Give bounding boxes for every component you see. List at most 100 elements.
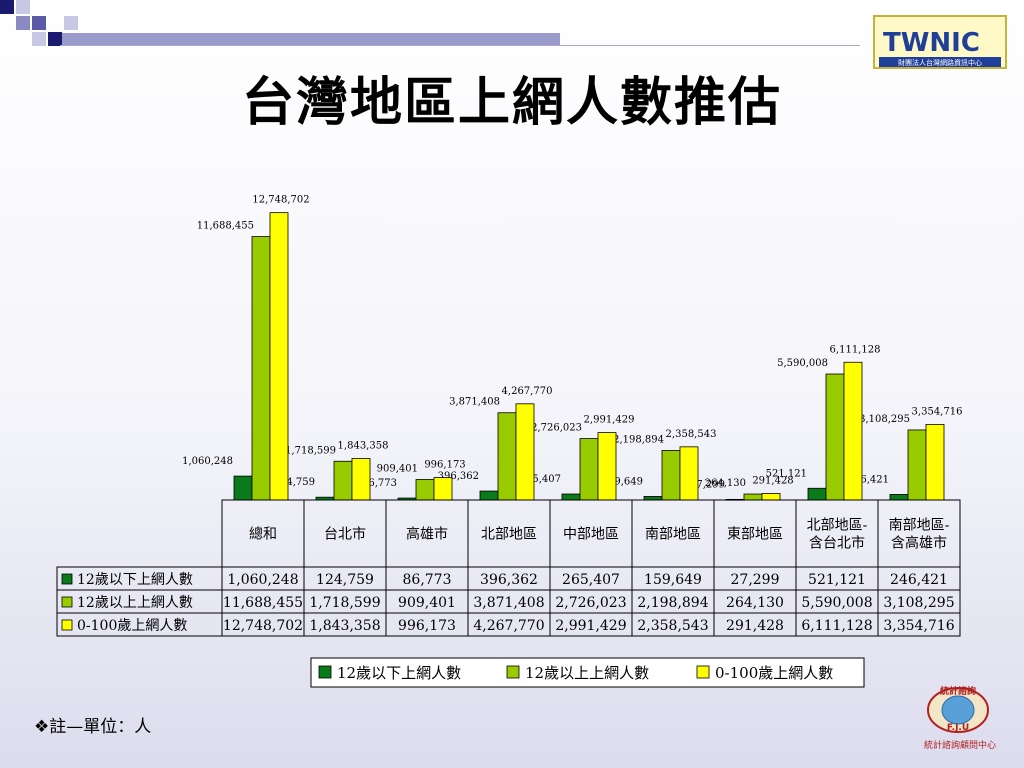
table-cell: 246,421 [890,572,948,588]
bar [843,361,863,501]
legend-swatch [318,665,332,679]
data-label: 909,401 [377,464,418,475]
data-label: 1,060,248 [182,456,233,467]
table-cell: 1,060,248 [227,572,298,588]
data-label: 11,688,455 [197,221,254,232]
data-label: 3,354,716 [912,406,963,417]
table-cell: 265,407 [562,572,620,588]
page-title: 台灣地區上網人數推估 [241,72,782,133]
twnic-logo-text: TWNIC [883,28,980,58]
data-label: 291,428 [752,475,793,486]
bar [597,432,617,501]
fju-logo: 統計諮詢 F.J.U 統計諮詢顧問中心 [924,685,996,751]
table-cell: 2,991,429 [555,618,626,634]
svg-text:統計諮詢: 統計諮詢 [940,685,976,697]
twnic-logo: TWNIC 財團法人台灣網路資訊中心 [873,15,1007,69]
data-label: 27,299 [690,479,725,490]
table-cell: 291,428 [726,618,784,634]
category-label: 中部地區 [563,527,619,543]
table-cell: 1,718,599 [309,595,380,611]
table-cell: 12,748,702 [223,618,303,634]
data-label: 246,421 [848,474,889,485]
bar [889,494,909,501]
legend-swatch [696,665,710,679]
data-label: 3,871,408 [449,397,500,408]
data-label: 4,267,770 [502,386,553,397]
table-series-name: 12歲以下上網人數 [77,572,193,588]
data-label: 12,748,702 [252,195,309,206]
table-series-swatch [61,619,73,631]
table-cell: 159,649 [644,572,702,588]
category-label: 東部地區 [727,527,783,543]
bar [761,493,781,501]
legend-swatch [506,665,520,679]
category-label: 台北市 [324,526,366,543]
table-cell: 2,198,894 [637,595,708,611]
legend-label: 12歲以上上網人數 [525,664,649,682]
category-label: 北部地區 [481,527,537,543]
category-label: 含高雄市 [891,535,947,552]
twnic-logo-caption: 財團法人台灣網路資訊中心 [898,58,982,67]
bar [661,450,681,501]
note-text: 註—單位：人 [49,717,152,737]
category-label: 含台北市 [809,535,865,552]
bar [433,477,453,501]
legend-label: 0-100歲上網人數 [715,664,833,682]
table-cell: 396,362 [480,572,538,588]
table-cell: 124,759 [316,572,374,588]
table-cell: 2,726,023 [555,595,626,611]
data-label: 2,726,023 [531,423,582,434]
data-label: 2,358,543 [666,429,717,440]
legend-label: 12歲以下上網人數 [337,664,461,682]
data-label: 264,130 [705,478,746,489]
data-label: 996,173 [424,460,465,471]
table-cell: 3,108,295 [883,595,954,611]
data-label: 86,773 [362,478,397,489]
category-label: 南部地區 [645,527,701,543]
data-label: 1,843,358 [338,440,389,451]
data-label: 159,649 [602,476,643,487]
table-cell: 3,871,408 [473,595,544,611]
table-cell: 521,121 [808,572,866,588]
unit-note: ❖註—單位：人 [34,712,151,737]
corner-decoration [0,0,560,46]
bar [679,446,699,501]
category-label: 總和 [249,526,277,543]
fju-logo-text: F.J.U [947,723,969,733]
bar [515,403,535,501]
bar [825,373,845,501]
data-label: 265,407 [520,474,561,485]
bar [333,460,353,501]
table-cell: 27,299 [731,572,780,588]
table-cell: 264,130 [726,595,784,611]
data-label: 6,111,128 [830,344,881,355]
table-series-name: 0-100歲上網人數 [77,618,187,634]
data-label: 396,362 [438,471,479,482]
table-cell: 6,111,128 [801,618,872,634]
data-label: 521,121 [766,468,807,479]
data-label: 5,590,008 [777,358,828,369]
bar [351,458,371,501]
category-label: 南部地區- [889,518,950,534]
data-label: 3,108,295 [859,414,910,425]
bar [807,487,827,501]
bar [907,429,927,501]
table-cell: 2,358,543 [637,618,708,634]
table-series-name: 12歲以上上網人數 [77,595,193,611]
bar [579,438,599,501]
data-label: 2,198,894 [613,434,664,445]
data-label: 1,718,599 [285,445,336,456]
table-body-border [56,566,961,637]
bar [269,212,289,501]
note-bullet-icon: ❖ [34,717,50,737]
table-cell: 909,401 [398,595,456,611]
legend-box [310,657,865,688]
data-label: 124,759 [274,477,315,488]
bar [479,490,499,501]
bar [743,493,763,501]
table-series-swatch [61,573,73,585]
data-label: 2,991,429 [584,415,635,426]
fju-logo-caption: 統計諮詢顧問中心 [924,739,996,751]
table-cell: 996,173 [398,618,456,634]
